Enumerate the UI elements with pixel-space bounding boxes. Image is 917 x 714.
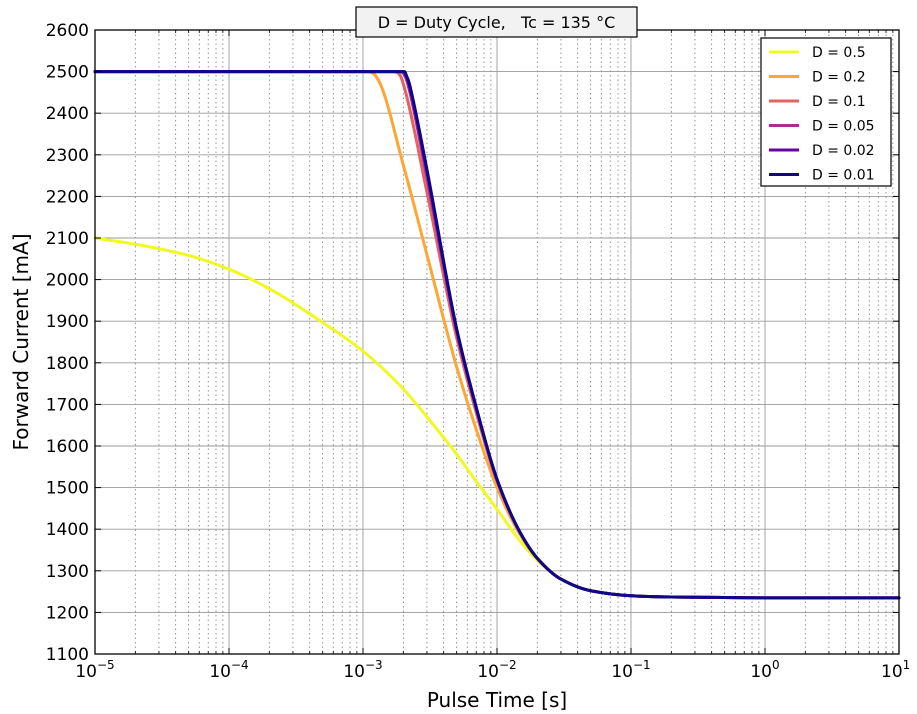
y-tick-label: 1600 [46, 437, 89, 457]
y-tick-label: 1900 [46, 312, 89, 332]
x-tick-label: 10−1 [611, 658, 650, 682]
y-tick-label: 2600 [46, 21, 89, 41]
y-tick-label: 2500 [46, 63, 89, 83]
y-tick-label: 1400 [46, 520, 89, 540]
legend-item-d-0-05[interactable]: D = 0.05 [769, 119, 875, 135]
x-tick-label: 10−5 [75, 658, 114, 682]
series-layer [93, 70, 901, 600]
y-tick-label: 2100 [46, 229, 89, 249]
minor-grid [134, 30, 894, 654]
x-tick-label: 101 [881, 658, 910, 682]
x-tick-label: 10−2 [477, 658, 516, 682]
series-line-d-0-01 [93, 70, 901, 600]
y-tick-label: 1100 [46, 645, 89, 665]
y-tick-labels: 1100 1200 1300 1400 1500 1600 1700 1800 1900 2000… [46, 21, 89, 665]
y-tick-label: 2200 [46, 187, 89, 207]
legend-label: D = 0.05 [812, 119, 875, 135]
legend-label: D = 0.5 [812, 45, 866, 61]
legend-label: D = 0.1 [812, 94, 866, 110]
x-axis-label: Pulse Time [s] [427, 688, 567, 712]
legend-label: D = 0.02 [812, 143, 875, 159]
legend-item-d-0-02[interactable]: D = 0.02 [769, 143, 875, 159]
x-tick-labels: 10−5 10−4 10−3 10−2 10−1 100 101 [75, 658, 910, 682]
y-tick-label: 1800 [46, 354, 89, 374]
chart-title-box: D = Duty Cycle, Tc = 135 °C [355, 6, 638, 38]
x-tick-label: 10−3 [343, 658, 382, 682]
legend[interactable]: D = 0.5 D = 0.2 D = 0.1 D = 0.05 D = 0.02 D =… [760, 37, 892, 187]
y-tick-label: 1500 [46, 479, 89, 499]
y-tick-label: 1700 [46, 395, 89, 415]
legend-item-d-0-5[interactable]: D = 0.5 [769, 45, 866, 61]
legend-item-d-0-2[interactable]: D = 0.2 [769, 70, 866, 86]
legend-item-d-0-01[interactable]: D = 0.01 [769, 168, 875, 184]
y-tick-label: 2000 [46, 271, 89, 291]
x-tick-label: 100 [750, 658, 779, 682]
y-tick-label: 1200 [46, 603, 89, 623]
y-tick-label: 2400 [46, 104, 89, 124]
legend-label: D = 0.2 [812, 70, 866, 86]
y-tick-label: 1300 [46, 562, 89, 582]
x-tick-label: 10−4 [209, 658, 248, 682]
y-axis-label: Forward Current [mA] [9, 233, 33, 450]
y-tick-label: 2300 [46, 146, 89, 166]
legend-item-d-0-1[interactable]: D = 0.1 [769, 94, 866, 110]
chart-title: D = Duty Cycle, Tc = 135 °C [378, 13, 615, 32]
legend-label: D = 0.01 [812, 168, 875, 184]
